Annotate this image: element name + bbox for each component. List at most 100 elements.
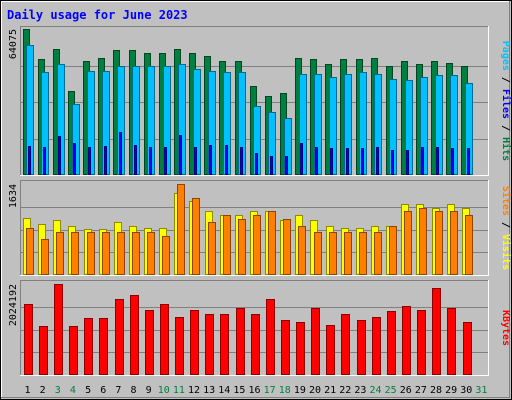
panel-kbytes: 2024192 KBytes bbox=[8, 280, 511, 376]
legend-text: Pages bbox=[500, 41, 511, 71]
bar-kbytes-day-7 bbox=[115, 299, 124, 375]
bar-kbytes-day-20 bbox=[311, 308, 320, 375]
x-tick-label-1: 1 bbox=[25, 385, 31, 396]
y-max-label: 2024192 bbox=[8, 284, 19, 326]
x-tick-label-15: 15 bbox=[233, 385, 245, 396]
x-tick-label-14: 14 bbox=[218, 385, 230, 396]
x-tick-label-10: 10 bbox=[158, 385, 170, 396]
bar-pages-day-25 bbox=[391, 150, 394, 175]
bar-pages-day-2 bbox=[43, 147, 46, 175]
bar-pages-day-8 bbox=[134, 145, 137, 175]
bar-kbytes-day-11 bbox=[175, 317, 184, 375]
bar-pages-day-5 bbox=[88, 147, 91, 175]
y-max-label: 1634 bbox=[8, 184, 19, 208]
panel-hits-files-pages: 64075 Pages / Files / Hits bbox=[8, 26, 512, 176]
series-legend-hits-files-pages: Pages / Files / Hits bbox=[500, 41, 512, 161]
x-tick-label-23: 23 bbox=[354, 385, 366, 396]
legend-text: Visits bbox=[500, 234, 512, 270]
bar-pages-day-20 bbox=[315, 147, 318, 175]
legend-text: Files bbox=[500, 89, 512, 119]
bar-pages-day-11 bbox=[179, 135, 182, 175]
bar-kbytes-day-26 bbox=[402, 306, 411, 375]
bar-sites-day-17 bbox=[268, 211, 276, 275]
bar-sites-day-28 bbox=[435, 211, 443, 275]
x-tick-label-7: 7 bbox=[115, 385, 121, 396]
bar-pages-day-3 bbox=[58, 136, 61, 175]
x-tick-label-30: 30 bbox=[460, 385, 472, 396]
bar-sites-day-30 bbox=[465, 215, 473, 275]
x-tick-label-13: 13 bbox=[203, 385, 215, 396]
bar-kbytes-day-12 bbox=[190, 310, 199, 375]
bar-kbytes-day-22 bbox=[341, 314, 350, 375]
x-tick-label-12: 12 bbox=[188, 385, 200, 396]
bar-kbytes-day-24 bbox=[372, 317, 381, 375]
bar-pages-day-27 bbox=[421, 147, 424, 175]
x-tick-label-5: 5 bbox=[85, 385, 91, 396]
bar-kbytes-day-13 bbox=[205, 314, 214, 375]
bar-kbytes-day-29 bbox=[447, 308, 456, 375]
bar-pages-day-10 bbox=[164, 147, 167, 175]
bar-pages-day-19 bbox=[300, 143, 303, 175]
bar-sites-day-29 bbox=[450, 211, 458, 275]
x-tick-label-18: 18 bbox=[279, 385, 291, 396]
bar-kbytes-day-6 bbox=[99, 318, 108, 375]
x-tick-label-9: 9 bbox=[146, 385, 152, 396]
bar-kbytes-day-3 bbox=[54, 284, 63, 375]
bar-pages-day-6 bbox=[104, 146, 107, 175]
bar-sites-day-10 bbox=[162, 236, 170, 275]
bar-kbytes-day-16 bbox=[251, 314, 260, 375]
bar-kbytes-day-27 bbox=[417, 310, 426, 375]
x-tick-label-20: 20 bbox=[309, 385, 321, 396]
x-tick-label-26: 26 bbox=[400, 385, 412, 396]
chart-title: Daily usage for June 2023 bbox=[7, 8, 188, 22]
x-tick-label-17: 17 bbox=[264, 385, 276, 396]
bar-pages-day-13 bbox=[209, 145, 212, 175]
bar-pages-day-23 bbox=[361, 148, 364, 175]
bar-sites-day-27 bbox=[419, 208, 427, 275]
bar-kbytes-day-19 bbox=[296, 322, 305, 375]
bar-sites-day-26 bbox=[404, 211, 412, 275]
x-tick-label-11: 11 bbox=[173, 385, 185, 396]
bar-pages-day-24 bbox=[376, 147, 379, 175]
x-tick-label-28: 28 bbox=[430, 385, 442, 396]
bar-sites-day-24 bbox=[374, 232, 382, 275]
x-tick-label-3: 3 bbox=[55, 385, 61, 396]
bar-pages-day-21 bbox=[330, 148, 333, 175]
x-tick-label-19: 19 bbox=[294, 385, 306, 396]
x-tick-label-24: 24 bbox=[370, 385, 382, 396]
panel-visits-sites: 1634 Sites / Visits bbox=[8, 180, 512, 276]
bar-sites-day-20 bbox=[314, 232, 322, 275]
bar-sites-day-8 bbox=[132, 232, 140, 275]
bar-kbytes-day-2 bbox=[39, 326, 48, 375]
bar-kbytes-day-30 bbox=[463, 322, 472, 375]
bar-pages-day-26 bbox=[406, 150, 409, 175]
bar-pages-day-18 bbox=[285, 156, 288, 175]
legend-text: / bbox=[500, 119, 511, 137]
bar-kbytes-day-4 bbox=[69, 326, 78, 375]
bar-sites-day-5 bbox=[87, 232, 95, 275]
series-legend-visits-sites: Sites / Visits bbox=[500, 186, 512, 270]
bar-sites-day-13 bbox=[208, 222, 216, 275]
legend-text: Sites bbox=[500, 186, 512, 216]
x-tick-label-31: 31 bbox=[475, 385, 487, 396]
bar-sites-day-15 bbox=[238, 219, 246, 275]
bar-kbytes-day-5 bbox=[84, 318, 93, 375]
bar-pages-day-29 bbox=[451, 148, 454, 175]
bar-sites-day-3 bbox=[56, 232, 64, 275]
bar-sites-day-6 bbox=[102, 232, 110, 275]
x-tick-label-2: 2 bbox=[40, 385, 46, 396]
bar-kbytes-day-25 bbox=[387, 311, 396, 375]
legend-text: / bbox=[500, 216, 511, 234]
bar-kbytes-day-23 bbox=[357, 320, 366, 375]
bar-sites-day-23 bbox=[359, 232, 367, 275]
bar-kbytes-day-9 bbox=[145, 310, 154, 375]
bar-sites-day-18 bbox=[283, 219, 291, 275]
x-tick-label-16: 16 bbox=[248, 385, 260, 396]
bar-kbytes-day-14 bbox=[220, 314, 229, 375]
bar-sites-day-1 bbox=[26, 228, 34, 275]
bar-kbytes-day-18 bbox=[281, 320, 290, 375]
bar-kbytes-day-1 bbox=[24, 304, 33, 375]
bar-pages-day-4 bbox=[73, 143, 76, 175]
bar-kbytes-day-28 bbox=[432, 288, 441, 375]
bar-pages-day-12 bbox=[194, 147, 197, 175]
